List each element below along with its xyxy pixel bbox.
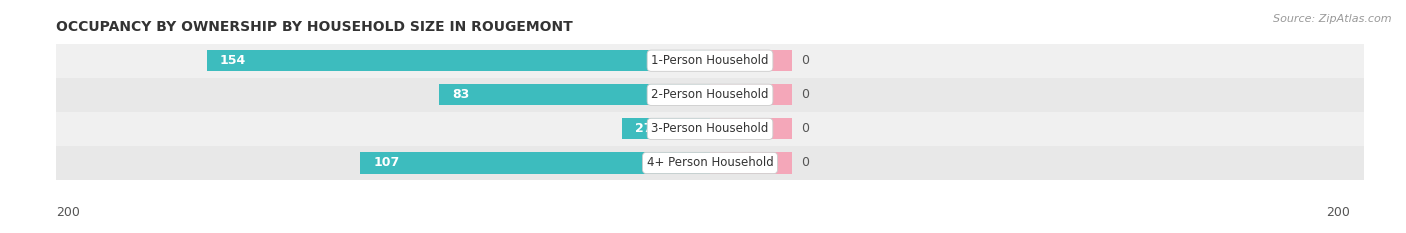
Text: 200: 200 xyxy=(1326,206,1350,219)
Text: 107: 107 xyxy=(374,157,399,169)
Bar xyxy=(621,118,710,140)
Bar xyxy=(56,78,1364,112)
Text: 200: 200 xyxy=(56,206,80,219)
Bar xyxy=(710,118,792,140)
Bar xyxy=(710,84,792,105)
Bar xyxy=(56,44,1364,78)
Text: 83: 83 xyxy=(451,88,470,101)
Text: 27: 27 xyxy=(636,122,652,135)
Text: 154: 154 xyxy=(219,54,246,67)
Text: OCCUPANCY BY OWNERSHIP BY HOUSEHOLD SIZE IN ROUGEMONT: OCCUPANCY BY OWNERSHIP BY HOUSEHOLD SIZE… xyxy=(56,20,574,34)
Text: 1-Person Household: 1-Person Household xyxy=(651,54,769,67)
Bar xyxy=(56,112,1364,146)
Bar xyxy=(710,50,792,71)
Text: 2-Person Household: 2-Person Household xyxy=(651,88,769,101)
Text: Source: ZipAtlas.com: Source: ZipAtlas.com xyxy=(1274,14,1392,24)
Text: 0: 0 xyxy=(801,54,810,67)
Text: 0: 0 xyxy=(801,157,810,169)
Bar xyxy=(207,50,710,71)
Bar xyxy=(710,152,792,174)
Text: 0: 0 xyxy=(801,122,810,135)
Bar xyxy=(56,146,1364,180)
Text: 0: 0 xyxy=(801,88,810,101)
Text: 3-Person Household: 3-Person Household xyxy=(651,122,769,135)
Text: 4+ Person Household: 4+ Person Household xyxy=(647,157,773,169)
Bar xyxy=(439,84,710,105)
Bar xyxy=(360,152,710,174)
